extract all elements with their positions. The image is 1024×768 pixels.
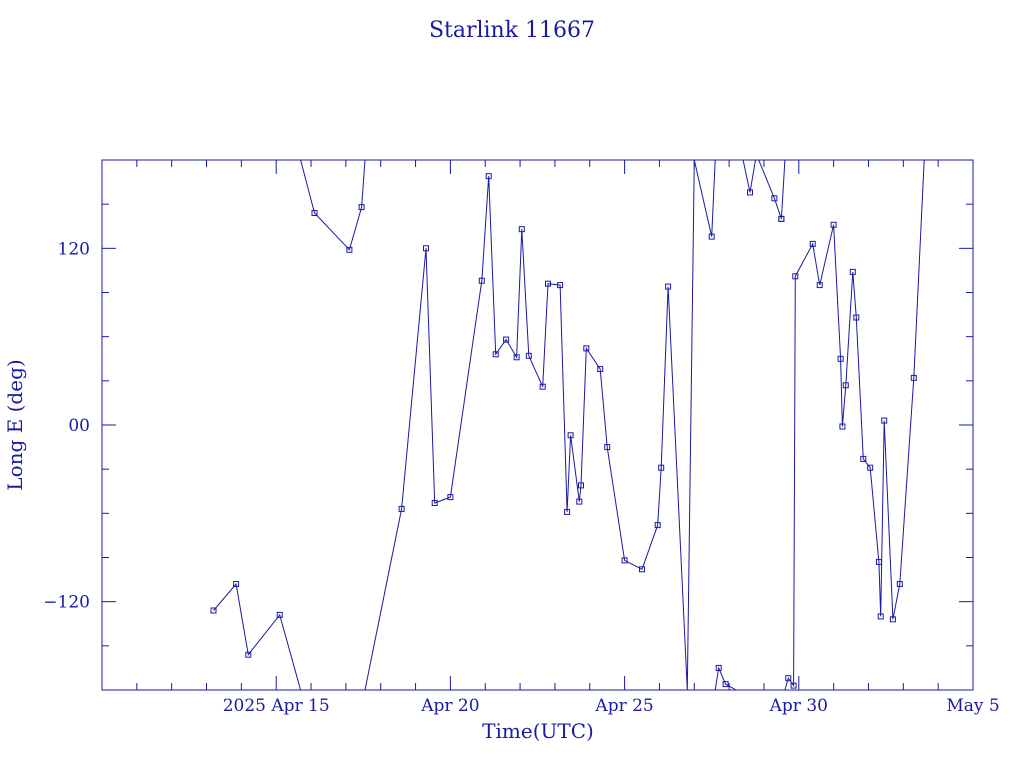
data-point [896, 581, 903, 587]
data-point [665, 283, 672, 290]
data-point [576, 498, 583, 505]
data-point [492, 351, 499, 358]
data-point [513, 354, 520, 361]
data-point [233, 581, 240, 587]
x-tick-label: 2025 Apr 15 [223, 696, 330, 716]
x-tick-label: Apr 20 [420, 696, 479, 716]
data-point [849, 268, 856, 275]
x-axis-label: Time(UTC) [482, 719, 594, 743]
data-point [877, 613, 884, 620]
data-point [578, 482, 584, 489]
data-point [564, 508, 571, 515]
data-point [358, 204, 365, 211]
series-line-4 [742, 160, 786, 220]
x-tick-label: Apr 30 [769, 696, 828, 716]
data-point [245, 651, 252, 658]
data-point [809, 240, 816, 247]
data-point [881, 417, 888, 424]
data-point [545, 280, 551, 287]
y-axis-label: Long E (deg) [3, 359, 27, 490]
data-point [525, 352, 532, 359]
data-point [771, 195, 778, 202]
data-point [398, 505, 405, 512]
data-point [837, 355, 844, 362]
series-line-5 [784, 160, 949, 690]
series-line-2 [364, 160, 716, 690]
data-point [860, 455, 867, 462]
data-point [778, 215, 785, 222]
data-point [842, 382, 849, 389]
y-tick-label: 00 [68, 416, 90, 436]
data-point [423, 245, 429, 252]
data-point [210, 607, 217, 614]
data-point [583, 345, 590, 352]
data-point [311, 210, 318, 216]
data-point [346, 246, 353, 253]
y-tick-label: 120 [58, 239, 90, 259]
data-point [485, 173, 492, 180]
data-point [276, 611, 283, 618]
series-line-0 [213, 582, 302, 690]
x-tick-label: Apr 25 [594, 696, 653, 716]
data-point [790, 682, 797, 689]
data-point [621, 557, 628, 564]
data-point [567, 432, 574, 439]
data-point [830, 221, 837, 228]
data-point [910, 374, 917, 381]
data-point [816, 282, 823, 289]
data-point [875, 558, 882, 565]
x-tick-label: May 5 [946, 696, 999, 716]
data-point [722, 681, 729, 688]
data-point [889, 616, 896, 623]
data-point [447, 494, 454, 501]
data-point [597, 366, 604, 373]
data-point [503, 336, 510, 343]
data-point [518, 226, 525, 233]
data-point [708, 233, 715, 240]
data-point [639, 566, 645, 573]
data-point [654, 522, 661, 529]
data-point [431, 500, 438, 506]
data-point [658, 464, 665, 471]
data-point [604, 444, 611, 451]
data-point [867, 464, 874, 471]
y-tick-label: −120 [43, 593, 90, 613]
chart-title: Starlink 11667 [429, 18, 595, 43]
data-point [839, 423, 846, 430]
data-point [715, 664, 722, 671]
data-point [478, 277, 485, 284]
data-point [539, 383, 546, 390]
data-point [785, 675, 792, 682]
data-point [557, 282, 564, 289]
series-line-1 [300, 160, 366, 251]
data-point [747, 189, 753, 196]
series-line-3 [714, 666, 744, 690]
data-point [853, 314, 860, 321]
data-point [792, 273, 799, 280]
